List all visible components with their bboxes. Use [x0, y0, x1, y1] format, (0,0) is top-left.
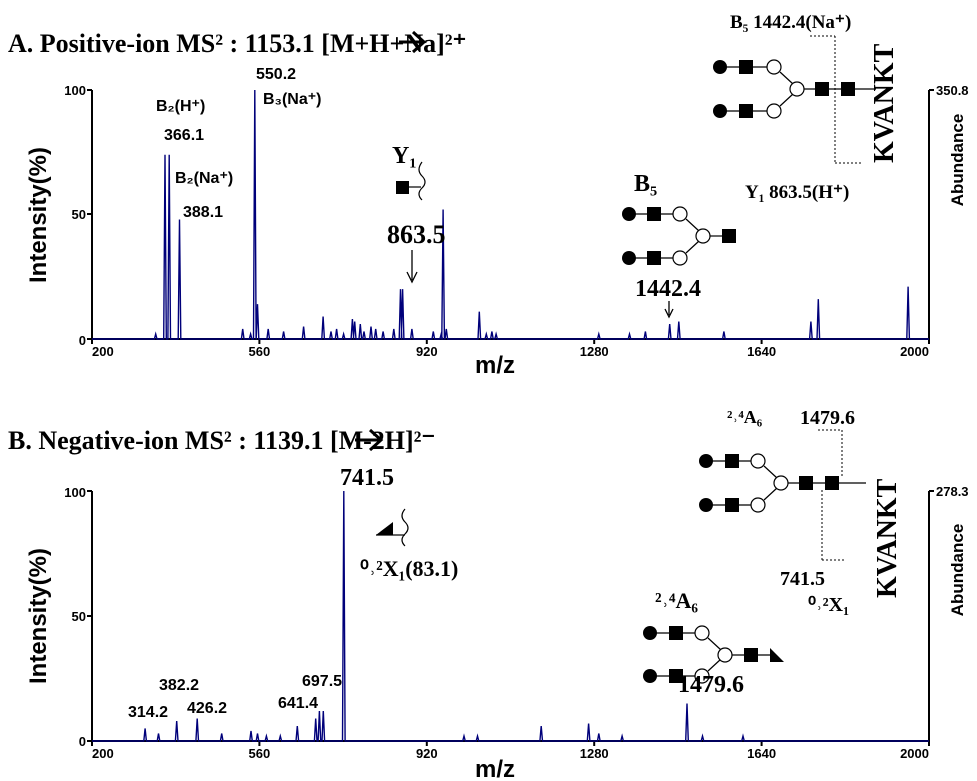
- x-tick-label: 2000: [900, 344, 929, 359]
- label-structure-a6: ²˒⁴A₆: [727, 407, 763, 427]
- panel-b-abundance-label: Abundance: [948, 524, 967, 617]
- x-tick-label: 920: [416, 746, 438, 761]
- label-697: 697.5: [302, 673, 342, 690]
- panel-b-ytick-50: 50: [72, 609, 86, 624]
- panel-b-x-ticks: 200 560 920 1280 1640 2000: [91, 741, 930, 761]
- label-b3-na: B₃(Na⁺): [263, 91, 322, 108]
- arrow-1442-icon: [664, 301, 674, 319]
- x02-fragment-icon: [376, 508, 409, 547]
- panel-b-spectrum-line: [92, 490, 929, 742]
- panel-a-y-axis-label: Intensity(%): [25, 147, 52, 283]
- x-tick-label: 920: [416, 344, 438, 359]
- panel-a-ytick-0: 0: [79, 333, 86, 348]
- label-1442: 1442.4: [635, 276, 701, 302]
- x-tick-label: 1280: [580, 344, 609, 359]
- label-peptide-b: KVANKT: [872, 478, 903, 598]
- panel-a-title: A. Positive-ion MS² : 1153.1 [M+H+Na]²⁺: [8, 29, 466, 58]
- label-structure-x1: ⁰˒²X₁: [808, 594, 849, 616]
- panel-b-ytick-100: 100: [64, 485, 86, 500]
- a6-glycan-icon: [643, 625, 784, 684]
- label-366: 366.1: [164, 127, 204, 144]
- y1-glycan-icon: [396, 161, 426, 201]
- label-550: 550.2: [256, 66, 296, 83]
- panel-b-ytick-0: 0: [79, 734, 86, 749]
- label-structure-1479: 1479.6: [800, 407, 855, 429]
- label-863: 863.5: [387, 220, 446, 249]
- panel-b: B. Negative-ion MS² : 1139.1 [M-2H]²⁻ 20…: [8, 407, 969, 781]
- label-structure-b5: B₅ 1442.4(Na⁺): [730, 12, 851, 33]
- glycopeptide-structure-a-icon: [713, 35, 876, 164]
- x-tick-label: 1280: [580, 746, 609, 761]
- panel-a-x-ticks: 200 560 920 1280 1640 2000: [91, 339, 930, 359]
- panel-a-ytick-100: 100: [64, 83, 86, 98]
- label-741: 741.5: [340, 465, 394, 491]
- panel-a-x-axis-label: m/z: [475, 352, 515, 379]
- label-x02: ⁰˒²X₁(83.1): [360, 556, 458, 581]
- panel-a-abundance-value: 350.8: [936, 83, 969, 98]
- x-tick-label: 1640: [747, 344, 776, 359]
- label-b2-h: B₂(H⁺): [156, 98, 205, 115]
- x-tick-label: 2000: [900, 746, 929, 761]
- label-a6: ²˒⁴A₆: [655, 588, 698, 613]
- label-382: 382.2: [159, 677, 199, 694]
- panel-a: A. Positive-ion MS² : 1153.1 [M+H+Na]²⁺ …: [8, 12, 969, 379]
- x-tick-label: 560: [249, 746, 271, 761]
- label-b5: B₅: [634, 171, 657, 197]
- panel-b-abundance-value: 278.3: [936, 484, 969, 499]
- panel-a-ytick-50: 50: [72, 207, 86, 222]
- panel-b-x-axis-label: m/z: [475, 756, 515, 781]
- label-b2-na: B₂(Na⁺): [175, 170, 233, 187]
- label-641: 641.4: [278, 695, 318, 712]
- label-structure-741: 741.5: [780, 568, 825, 590]
- label-388: 388.1: [183, 204, 223, 221]
- x-tick-label: 200: [92, 344, 114, 359]
- x-tick-label: 1640: [747, 746, 776, 761]
- arrow-863-icon: [406, 250, 418, 284]
- panel-a-abundance-label: Abundance: [948, 114, 967, 207]
- panel-b-y-axis-label: Intensity(%): [25, 548, 52, 684]
- x-tick-label: 200: [92, 746, 114, 761]
- label-314: 314.2: [128, 704, 168, 721]
- x-tick-label: 560: [249, 344, 271, 359]
- label-structure-y1: Y₁ 863.5(H⁺): [745, 182, 849, 203]
- panel-b-title-arrow-icon: [355, 428, 384, 452]
- label-426: 426.2: [187, 700, 227, 717]
- panel-a-title-arrow-icon: [399, 30, 427, 54]
- label-y1: Y₁: [392, 143, 417, 169]
- panel-a-spectrum-line: [92, 89, 929, 340]
- b5-glycan-icon: [622, 206, 736, 266]
- label-peptide-a: KVANKT: [869, 43, 900, 163]
- label-1479: 1479.6: [678, 672, 744, 698]
- glycopeptide-structure-b-icon: [699, 429, 866, 561]
